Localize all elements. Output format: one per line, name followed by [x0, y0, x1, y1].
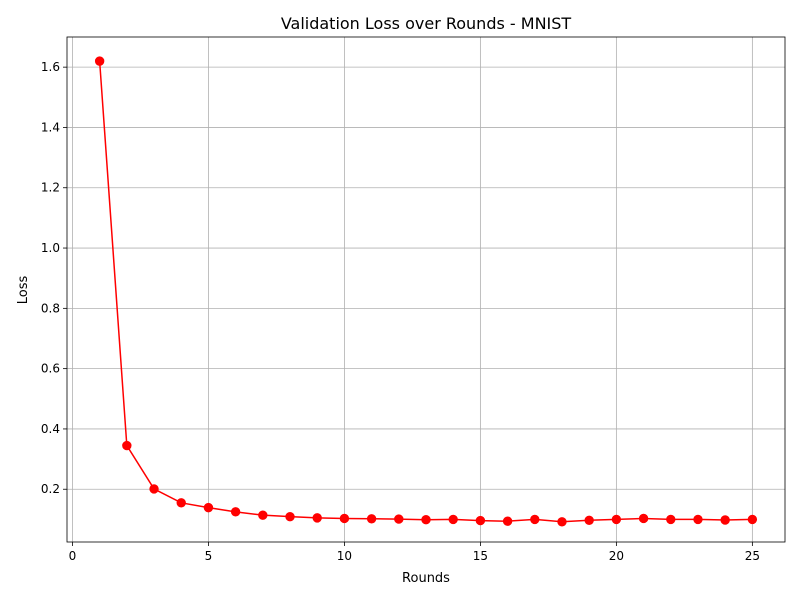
plot-frame	[66, 36, 786, 543]
y-tick-label: 1.0	[41, 241, 60, 255]
y-tick-label: 0.4	[41, 422, 60, 436]
data-point	[747, 514, 758, 525]
data-point	[122, 440, 132, 451]
x-tick-label: 5	[205, 549, 213, 563]
data-point	[339, 513, 350, 524]
series	[94, 56, 758, 527]
y-tick-label: 0.6	[41, 362, 60, 376]
data-point	[502, 516, 513, 526]
y-tick-label: 1.4	[41, 120, 60, 134]
y-tick-label: 0.2	[41, 482, 60, 496]
data-point	[693, 514, 703, 525]
x-tick-label: 15	[473, 549, 488, 563]
data-point	[394, 514, 404, 524]
x-tick-label: 25	[745, 549, 760, 563]
x-tick-label: 0	[69, 549, 77, 563]
data-point	[203, 502, 214, 513]
x-axis-label: Rounds	[402, 571, 450, 586]
data-point	[258, 510, 268, 520]
data-point	[584, 515, 594, 525]
data-point	[475, 515, 486, 526]
x-tick-label: 20	[609, 549, 624, 563]
tick-marks: 0 5 10 15 20 25 0.2 0.4 0.6 0.8 1.0 1.2 1.4 1.6	[41, 60, 760, 563]
data-point	[638, 513, 649, 524]
y-axis-label: Loss	[16, 276, 31, 305]
chart-title: Validation Loss over Rounds - MNIST	[281, 14, 572, 33]
data-point	[720, 515, 730, 525]
data-point	[666, 514, 676, 525]
data-point	[176, 498, 186, 508]
data-point	[285, 511, 295, 522]
data-point	[421, 514, 431, 525]
data-point	[611, 514, 622, 525]
data-point	[94, 56, 105, 66]
y-tick-label: 0.8	[41, 301, 60, 315]
data-point	[530, 514, 540, 525]
data-point	[149, 484, 159, 494]
data-point	[557, 517, 567, 527]
x-tick-label: 10	[337, 549, 352, 563]
grid-lines	[67, 37, 785, 542]
data-point	[230, 507, 241, 517]
data-point	[366, 514, 377, 524]
y-tick-label: 1.2	[41, 181, 60, 195]
data-point	[448, 514, 458, 525]
y-tick-label: 1.6	[41, 60, 60, 74]
data-point	[312, 513, 322, 523]
axes	[66, 36, 786, 543]
